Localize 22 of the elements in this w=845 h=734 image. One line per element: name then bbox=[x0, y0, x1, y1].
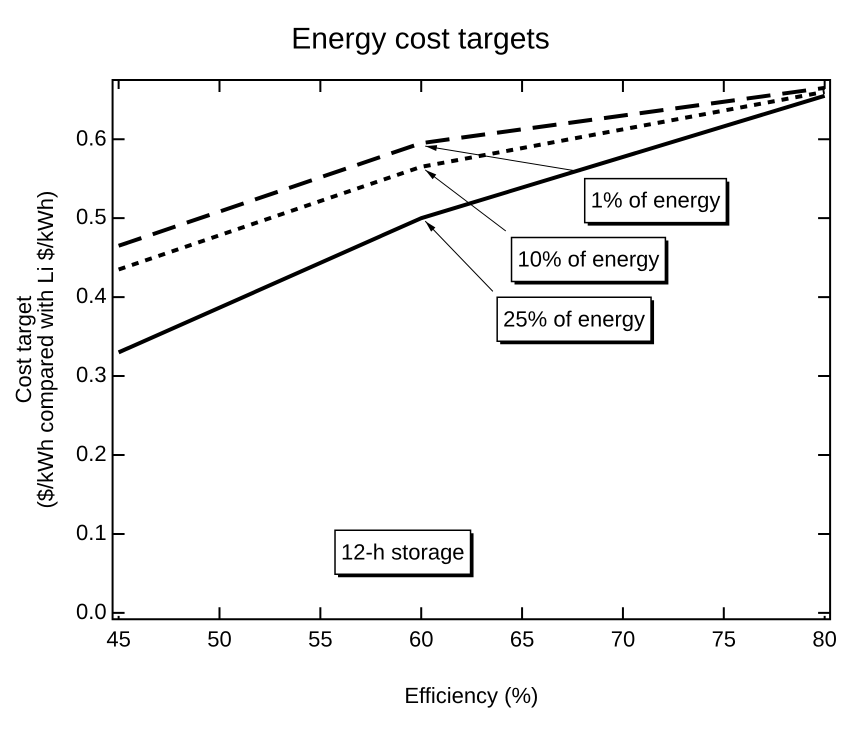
x-tick-label: 50 bbox=[207, 626, 232, 652]
annotation: 12-h storage bbox=[341, 539, 465, 564]
y-tick-label: 0.0 bbox=[76, 598, 107, 624]
y-tick-label: 0.5 bbox=[76, 204, 107, 230]
y-tick-label: 0.4 bbox=[76, 283, 107, 308]
x-tick-label: 55 bbox=[308, 626, 333, 652]
y-tick-label: 0.3 bbox=[76, 362, 107, 388]
chart-title: Energy cost targets bbox=[291, 22, 550, 56]
y-axis-title: Cost target ($/kWh compared with Li $/kWh) bbox=[11, 190, 58, 509]
x-tick-label: 75 bbox=[712, 626, 736, 652]
text: 1% of energy bbox=[590, 188, 720, 213]
y-tick-label: 0.6 bbox=[76, 125, 107, 150]
x-tick-label: 60 bbox=[408, 626, 434, 652]
y-tick-label: 0.2 bbox=[76, 441, 107, 466]
text: 25% of energy bbox=[503, 306, 646, 332]
x-axis-title: Efficiency (%) bbox=[404, 682, 538, 708]
text: 10% of energy bbox=[518, 246, 660, 272]
x-tick-label: 65 bbox=[510, 626, 534, 652]
x-tick-label: 70 bbox=[610, 626, 636, 652]
y-tick-label: 0.1 bbox=[76, 520, 107, 545]
x-tick-label: 80 bbox=[812, 626, 837, 652]
x-tick-label: 45 bbox=[106, 626, 131, 652]
